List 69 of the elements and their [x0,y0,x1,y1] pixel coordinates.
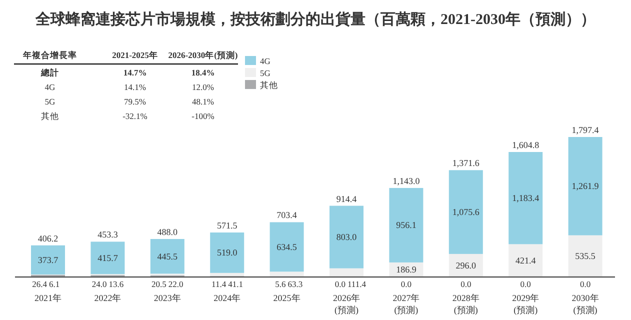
text: 12.0% [192,82,214,92]
text: 2026-2030年(預測) [168,50,238,60]
text: 14.1% [124,82,146,92]
data-label: 1,183.4 [512,193,540,204]
text: 2021-2025年 [112,50,158,60]
x-tick-label: 2028年 (預測) [452,293,480,315]
x-tick-label: 2026年 (預測) [333,293,360,315]
data-label: 421.4 [515,256,536,266]
total-label: 1,797.4 [572,125,600,135]
data-label: 26.4 [32,279,48,289]
text: 年複合增長率 [22,50,77,60]
data-label: 535.5 [575,251,596,262]
total-label: 914.4 [336,194,358,204]
data-label: 519.0 [216,248,238,258]
data-label: 373.7 [38,254,59,265]
text: 79.5% [124,96,146,106]
total-label: 1,371.6 [452,158,480,168]
data-label: 186.9 [396,264,417,275]
data-label: 634.5 [276,242,298,252]
text: 其他 [41,111,59,121]
text: 18.4% [191,68,215,78]
x-tick-label: 2024年 [214,293,241,303]
total-label: 571.5 [216,220,238,230]
text: 5G [44,96,56,106]
data-label: 956.1 [396,220,416,230]
text: -32.1% [122,111,148,121]
data-label: 445.5 [157,251,178,262]
total-label: 453.3 [98,230,118,240]
data-label: 1,075.6 [452,207,480,218]
data-label: 0.0 [520,279,531,289]
data-label: 0.0 [460,279,472,289]
data-label: 0.0 [580,279,591,289]
text: 4G [44,82,56,92]
text: 總計 [40,68,59,78]
x-tick-label: 2025年 [273,293,300,303]
legend-label: 其他 [260,80,278,90]
chart-title: 全球蜂窩連接芯片市場規模，按技術劃分的出貨量（百萬顆，2021-2030年（預測）） [34,10,596,28]
legend-label: 5G [260,68,270,78]
text: 14.7% [123,68,147,78]
data-label: 22.0 [168,279,184,289]
data-label: 803.0 [336,232,358,242]
x-tick-label: 2022年 [94,293,122,303]
data-label: 0.0 [334,279,346,289]
x-tick-label: 2021年 [34,293,62,303]
data-label: 41.1 [228,279,243,289]
data-label: 1,261.9 [572,181,600,192]
total-label: 1,143.0 [392,176,420,186]
data-label: 111.4 [348,279,367,289]
x-tick-label: 2029年 (預測) [512,293,540,315]
legend-label: 4G [260,56,270,66]
total-label: 703.4 [276,210,298,220]
data-label: 415.7 [98,252,118,263]
x-tick-label: 2027年 (預測) [392,293,420,315]
data-label: 24.0 [92,279,107,289]
data-label: 11.4 [212,279,227,289]
x-tick-label: 2030年 (預測) [572,293,599,315]
data-label: 0.0 [400,279,412,289]
data-label: 6.1 [49,279,60,289]
total-label: 1,604.8 [512,140,540,150]
x-tick-label: 2023年 [154,293,181,303]
data-label: 20.5 [152,279,166,289]
text: -100% [192,111,214,121]
total-label: 406.2 [38,233,58,244]
text: 48.1% [192,96,214,106]
total-label: 488.0 [157,226,178,237]
data-label: 5.6 [275,279,286,289]
data-label: 63.3 [288,279,303,289]
data-label: 296.0 [456,260,477,270]
data-label: 13.6 [108,279,124,289]
